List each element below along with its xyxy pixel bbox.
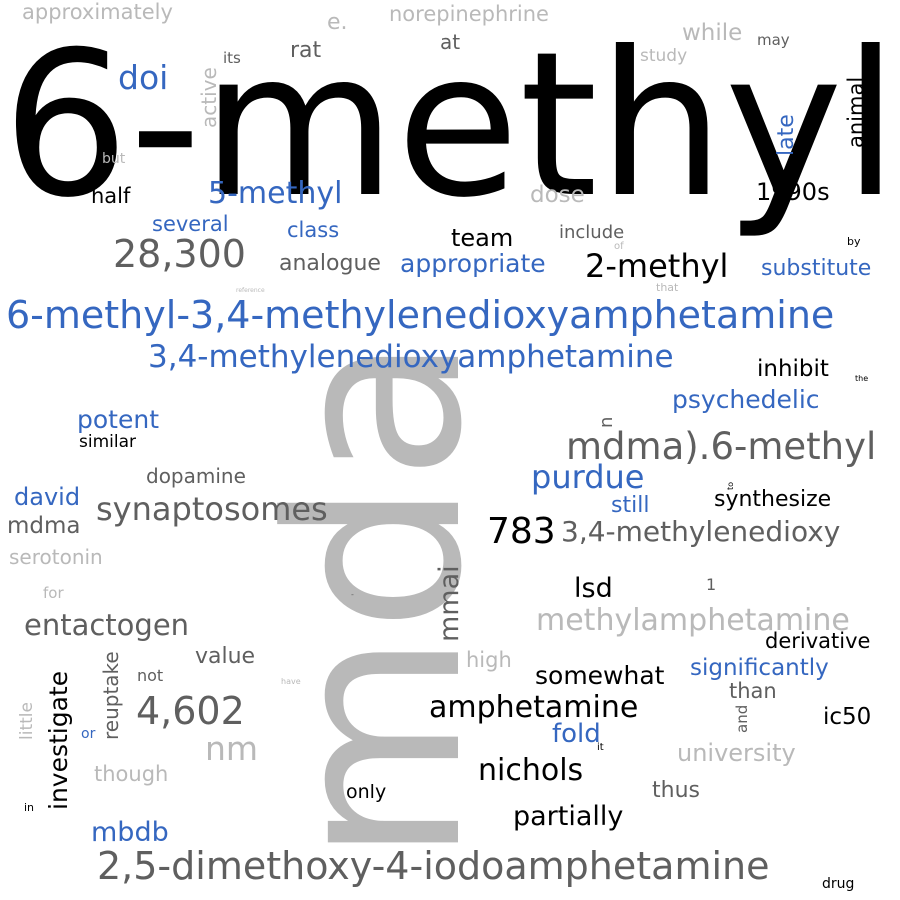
word-entactogen: entactogen: [24, 608, 190, 642]
word-nm: nm: [205, 729, 259, 768]
word-several: several: [152, 212, 229, 236]
word-synaptosomes: synaptosomes: [96, 490, 328, 528]
word-for: for: [43, 584, 64, 602]
word-potent: potent: [77, 405, 159, 434]
word-or: or: [81, 726, 96, 742]
word-may: may: [757, 31, 790, 49]
word-28-300: 28,300: [113, 232, 246, 276]
word-ic50: ic50: [823, 704, 872, 730]
word-drug: drug: [822, 876, 855, 892]
word-still: still: [611, 493, 650, 518]
word-the: the: [855, 374, 869, 383]
word-nichols: nichols: [478, 753, 584, 788]
word-783: 783: [487, 511, 556, 552]
word-reuptake: reuptake: [99, 651, 123, 740]
word-substitute: substitute: [761, 256, 872, 281]
word-1990s: 1990s: [756, 178, 830, 206]
word-lsd: lsd: [574, 573, 613, 604]
word-1: 1: [706, 575, 717, 594]
word-5-methyl: 5-methyl: [208, 176, 343, 211]
word-have: have: [281, 677, 301, 686]
word-approximately: approximately: [22, 0, 173, 24]
word-6-methyl: 6-methyl: [2, 9, 899, 242]
word-include: include: [559, 222, 625, 243]
word-not: not: [137, 666, 164, 685]
word-serotonin: serotonin: [9, 545, 103, 569]
word-significantly: significantly: [690, 655, 829, 681]
word-e: e.: [327, 10, 348, 35]
word-norepinephrine: norepinephrine: [389, 2, 549, 26]
word-that: that: [656, 281, 679, 294]
word-little: little: [17, 702, 37, 740]
word-team: team: [451, 224, 514, 252]
word-doi: doi: [118, 58, 169, 97]
word-late: late: [774, 114, 799, 156]
word-dopamine: dopamine: [146, 464, 246, 488]
word-university: university: [677, 739, 796, 767]
word-it: it: [597, 742, 604, 753]
word-2-methyl: 2-methyl: [585, 247, 729, 285]
word-dash: -: [351, 590, 354, 599]
word-3-4-methylenedioxyamphetamine: 3,4-methylenedioxyamphetamine: [148, 339, 674, 375]
word-study: study: [640, 46, 688, 66]
word-rat: rat: [290, 38, 322, 63]
word-derivative: derivative: [765, 629, 871, 653]
word-mdma-6-methyl: mdma).6-methyl: [566, 425, 877, 468]
word-mdma-small: mdma: [7, 513, 81, 539]
word-but: but: [102, 151, 126, 167]
word-to: to: [726, 481, 735, 490]
word-mbdb: mbdb: [91, 817, 169, 848]
word-appropriate: appropriate: [400, 249, 546, 278]
word-psychedelic: psychedelic: [672, 385, 820, 414]
word-partially: partially: [513, 801, 624, 832]
word-methylamphetamine: methylamphetamine: [536, 603, 850, 638]
word-n: n: [596, 416, 617, 428]
word-investigate: investigate: [44, 670, 73, 810]
word-and: and: [733, 704, 751, 733]
word-high: high: [466, 648, 512, 672]
word-4-602: 4,602: [136, 689, 245, 733]
word-in: in: [24, 801, 35, 814]
word-its: its: [223, 49, 241, 67]
word-mmai: mmai: [434, 565, 465, 642]
word-analogue: analogue: [279, 251, 381, 276]
word-while: while: [682, 20, 743, 46]
word-purdue: purdue: [531, 458, 645, 496]
word-though: though: [94, 762, 169, 786]
word-of: of: [614, 241, 624, 252]
word-reference: reference: [236, 287, 265, 294]
word-amphetamine: amphetamine: [429, 690, 639, 725]
word-david: david: [14, 483, 81, 511]
word-synthesize: synthesize: [714, 487, 832, 512]
word-3-4-methylenedioxy: 3,4-methylenedioxy: [561, 515, 841, 548]
word-2-5-dimethoxy-4-iodoamphetamine: 2,5-dimethoxy-4-iodoamphetamine: [97, 844, 770, 888]
word-fold: fold: [552, 719, 601, 749]
word-6-methyl-3-4-methylenedioxyamphetamine: 6-methyl-3,4-methylenedioxyamphetamine: [6, 293, 835, 337]
word-similar: similar: [79, 432, 136, 452]
word-active: active: [197, 67, 221, 128]
word-class: class: [287, 218, 340, 242]
word-half: half: [91, 184, 131, 208]
word-only: only: [346, 781, 387, 803]
word-thus: thus: [652, 778, 700, 803]
word-dose: dose: [530, 182, 585, 208]
word-value: value: [195, 644, 256, 669]
word-animal: animal: [844, 76, 868, 148]
word-by: by: [847, 235, 861, 248]
word-inhibit: inhibit: [757, 356, 829, 382]
word-at: at: [440, 30, 461, 54]
word-somewhat: somewhat: [535, 661, 665, 690]
word-than: than: [729, 679, 777, 703]
